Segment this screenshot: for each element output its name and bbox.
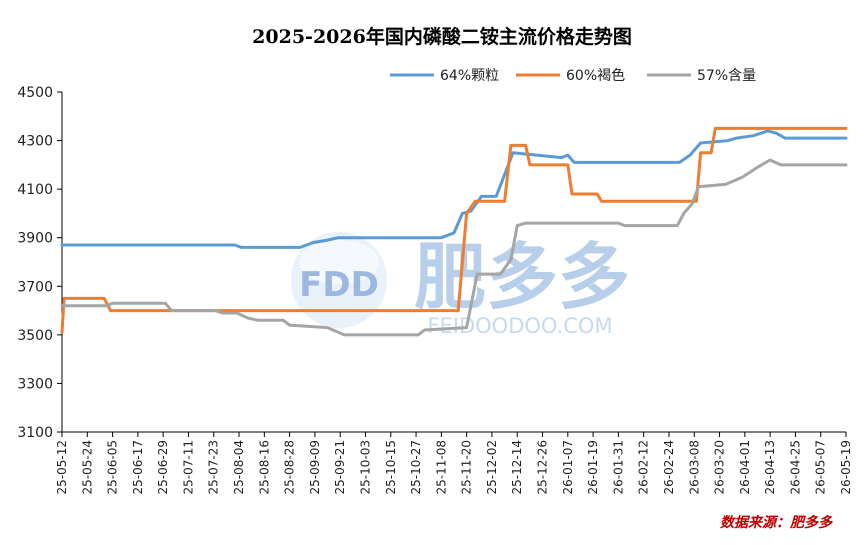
watermark: FDD 肥多多 FEIDOODOO.COM [291,232,630,338]
x-tick-label: 25-09-09 [308,440,322,494]
x-tick-label: 25-10-27 [409,440,423,494]
y-tick-label: 4100 [17,182,53,198]
y-tick-label: 3700 [17,279,53,295]
x-tick-label: 26-03-08 [687,440,701,494]
x-tick-label: 25-11-08 [434,440,448,494]
x-tick-label: 26-02-12 [637,440,651,494]
x-tick-label: 25-10-15 [384,440,398,494]
watermark-cn-text: 肥多多 [414,235,630,319]
chart-title: 2025-2026年国内磷酸二铵主流价格走势图 [252,25,632,48]
y-tick-label: 3500 [17,328,53,344]
x-tick-label: 26-05-07 [814,440,828,494]
x-tick-label: 25-05-12 [55,440,69,494]
x-tick-label: 25-08-04 [232,440,246,494]
series-line-2 [60,126,848,334]
x-tick-label: 25-05-24 [80,440,94,494]
x-tick-label: 25-07-23 [207,440,221,494]
x-tick-label: 25-07-11 [181,440,195,494]
x-tick-label: 25-06-29 [156,440,170,494]
x-tick-label: 26-05-19 [839,440,853,494]
x-tick-label: 25-06-17 [131,440,145,494]
x-tick-label: 26-01-19 [586,440,600,494]
x-tick-label: 25-06-05 [106,440,120,494]
x-tick-label: 26-01-31 [611,440,625,494]
x-tick-label: 26-02-24 [662,440,676,494]
y-tick-label: 3900 [17,231,53,247]
source-note: 数据来源：肥多多 [720,514,833,531]
x-tick-label: 25-12-02 [485,440,499,494]
y-tick-label: 3300 [17,376,53,392]
x-tick-label: 26-04-25 [788,440,802,494]
legend-label-2: 60%褐色 [566,67,625,84]
watermark-en-text: FEIDOODOO.COM [427,314,612,338]
y-tick-label: 4300 [17,134,53,150]
legend-label-3: 57%含量 [697,68,756,84]
x-tick-label: 25-08-28 [283,440,297,494]
watermark-logo-highlight [299,240,379,284]
legend-label-1: 64%颗粒 [440,68,499,84]
x-tick-label: 26-04-01 [738,440,752,494]
x-tick-label: 26-01-07 [561,440,575,494]
x-tick-label: 25-08-16 [257,440,271,494]
y-tick-label: 4500 [17,85,53,101]
x-tick-label: 25-10-03 [358,440,372,494]
legend: 64%颗粒 60%褐色 57%含量 [390,67,756,84]
axes: 3100 3300 3500 3700 3900 4100 4300 4500 25-05-12… [17,85,853,494]
series-line-3 [60,158,848,337]
x-tick-label: 26-04-13 [763,440,777,494]
y-tick-label: 3100 [17,425,53,441]
x-tick-label: 25-12-26 [536,440,550,494]
series-layer [60,126,848,337]
x-tick-label: 26-03-20 [713,440,727,494]
x-tick-label: 25-11-20 [460,440,474,494]
x-tick-label: 25-12-14 [510,440,524,494]
x-tick-label: 25-09-21 [333,440,347,494]
series-line-1 [60,129,848,249]
watermark-logo-text: FDD [299,265,379,305]
